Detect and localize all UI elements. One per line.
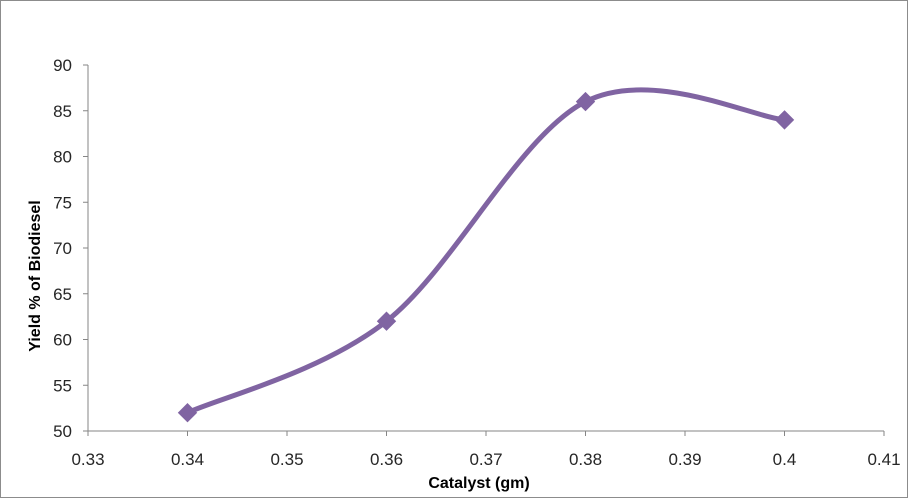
x-tick-label: 0.36: [370, 450, 403, 469]
x-tick-label: 0.35: [270, 450, 303, 469]
x-tick-label: 0.37: [469, 450, 502, 469]
y-tick-label: 60: [53, 331, 72, 350]
x-tick-label: 0.41: [867, 450, 900, 469]
y-tick-label: 65: [53, 285, 72, 304]
x-tick-label: 0.38: [569, 450, 602, 469]
series-line: [185, 87, 787, 416]
data-point-marker: [177, 402, 198, 423]
x-axis-title: Catalyst (gm): [428, 475, 529, 492]
data-point-marker: [774, 110, 795, 130]
y-tick-label: 55: [53, 376, 72, 395]
plot-area: [177, 87, 795, 423]
y-axis-title: Yield % of Biodiesel: [27, 200, 44, 351]
data-point-marker: [376, 311, 397, 331]
y-tick-label: 85: [53, 102, 72, 121]
y-tick-label: 90: [53, 56, 72, 75]
y-axis: 50 55 60 65 70 75 80 85 90: [53, 56, 89, 441]
y-tick-label: 75: [53, 193, 72, 212]
x-tick-label: 0.39: [668, 450, 701, 469]
data-point-marker: [575, 91, 596, 112]
x-tick-label: 0.33: [71, 450, 104, 469]
y-tick-label: 70: [53, 239, 72, 258]
x-tick-label: 0.4: [773, 450, 797, 469]
x-axis: 0.33 0.34 0.35 0.36 0.37 0.38 0.39 0.4 0.41: [71, 430, 901, 469]
x-tick-label: 0.34: [171, 450, 204, 469]
y-tick-label: 50: [53, 422, 72, 441]
y-tick-label: 80: [53, 148, 72, 167]
